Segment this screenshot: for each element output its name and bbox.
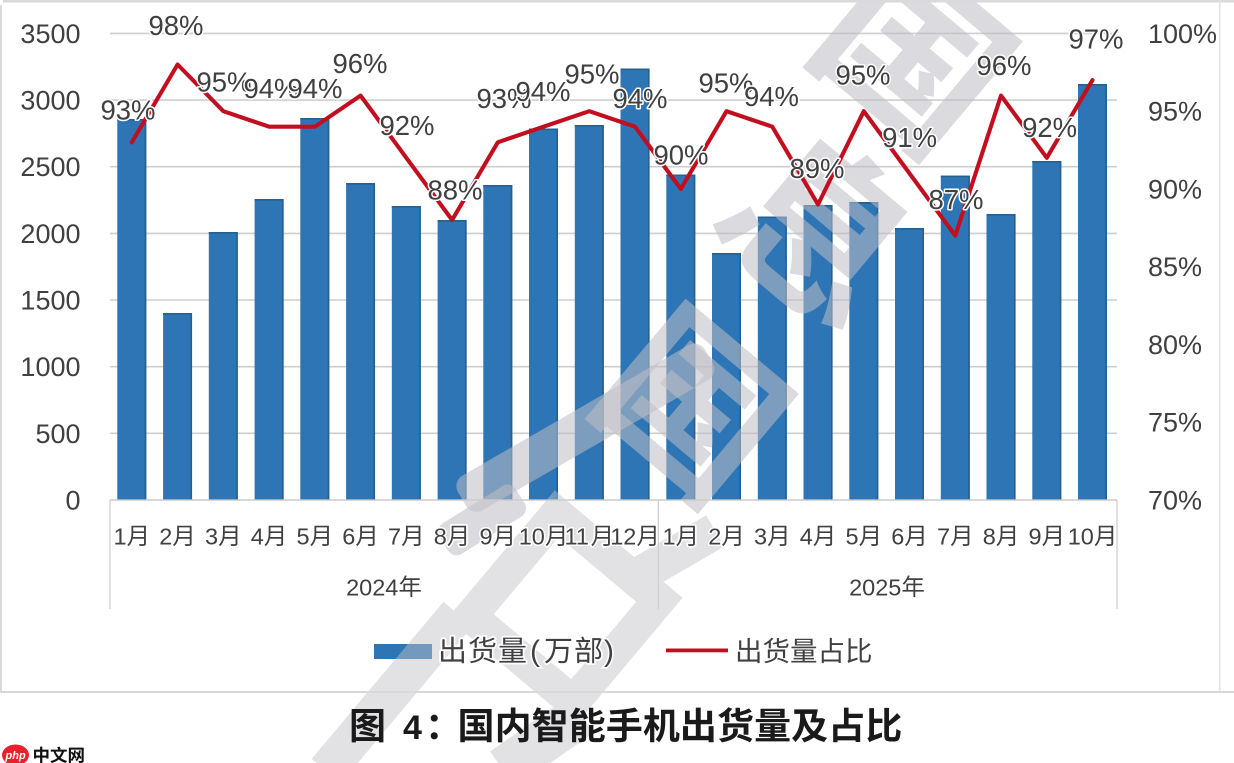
svg-text:2025: 2025 bbox=[849, 575, 901, 601]
svg-text:2500: 2500 bbox=[20, 152, 80, 182]
svg-text:93%: 93% bbox=[100, 94, 155, 125]
svg-text:75%: 75% bbox=[1148, 408, 1202, 438]
svg-text:11: 11 bbox=[565, 524, 589, 550]
svg-text:97%: 97% bbox=[1068, 24, 1123, 55]
svg-text:80%: 80% bbox=[1148, 330, 1202, 360]
svg-text:12: 12 bbox=[610, 524, 636, 550]
svg-text:7: 7 bbox=[937, 524, 950, 550]
svg-text:87%: 87% bbox=[928, 184, 983, 215]
svg-text:98%: 98% bbox=[148, 10, 203, 41]
svg-text:4: 4 bbox=[251, 524, 264, 550]
svg-text:95%: 95% bbox=[698, 67, 753, 98]
svg-text:3: 3 bbox=[205, 524, 218, 550]
svg-text:96%: 96% bbox=[976, 50, 1031, 81]
svg-text:5: 5 bbox=[297, 524, 310, 550]
svg-text:1500: 1500 bbox=[20, 286, 80, 316]
svg-text:4: 4 bbox=[800, 524, 813, 550]
svg-text:92%: 92% bbox=[379, 110, 434, 141]
svg-text:94%: 94% bbox=[612, 83, 667, 114]
svg-text:7: 7 bbox=[388, 524, 401, 550]
svg-text:3: 3 bbox=[754, 524, 767, 550]
svg-text:70%: 70% bbox=[1148, 486, 1202, 516]
svg-text:2: 2 bbox=[708, 524, 721, 550]
svg-text:2: 2 bbox=[159, 524, 172, 550]
svg-text:500: 500 bbox=[35, 419, 80, 449]
svg-text:89%: 89% bbox=[789, 153, 844, 184]
svg-text:8: 8 bbox=[983, 524, 996, 550]
svg-text:8: 8 bbox=[434, 524, 447, 550]
svg-text:1: 1 bbox=[114, 524, 127, 550]
svg-text:3000: 3000 bbox=[20, 86, 80, 116]
svg-text:10: 10 bbox=[1068, 524, 1094, 550]
svg-text:94%: 94% bbox=[744, 81, 799, 112]
svg-text:1000: 1000 bbox=[20, 352, 80, 382]
svg-text:100%: 100% bbox=[1148, 19, 1217, 49]
svg-text:php: php bbox=[5, 750, 26, 762]
svg-text:9: 9 bbox=[1029, 524, 1042, 550]
svg-text:85%: 85% bbox=[1148, 252, 1202, 282]
svg-text:5: 5 bbox=[846, 524, 859, 550]
svg-text:94%: 94% bbox=[515, 76, 570, 107]
svg-text:6: 6 bbox=[891, 524, 904, 550]
svg-text:95%: 95% bbox=[1148, 97, 1202, 127]
svg-text:95%: 95% bbox=[196, 66, 251, 97]
svg-text:90%: 90% bbox=[653, 139, 708, 170]
svg-text:92%: 92% bbox=[1022, 112, 1077, 143]
svg-text:95%: 95% bbox=[564, 58, 619, 89]
svg-text:4: 4 bbox=[403, 709, 422, 747]
svg-text:10: 10 bbox=[519, 524, 545, 550]
svg-text:93%: 93% bbox=[476, 83, 531, 114]
svg-text:90%: 90% bbox=[1148, 174, 1202, 204]
svg-text:0: 0 bbox=[65, 486, 80, 516]
svg-text:1: 1 bbox=[663, 524, 676, 550]
svg-text:(: ( bbox=[530, 635, 540, 668]
svg-text:96%: 96% bbox=[332, 48, 387, 79]
svg-text:91%: 91% bbox=[882, 122, 937, 153]
svg-text:94%: 94% bbox=[243, 73, 298, 104]
svg-text:9: 9 bbox=[480, 524, 493, 550]
svg-text:88%: 88% bbox=[427, 174, 482, 205]
svg-text:94%: 94% bbox=[287, 73, 342, 104]
svg-text:): ) bbox=[604, 635, 614, 668]
svg-text:2000: 2000 bbox=[20, 219, 80, 249]
svg-text:95%: 95% bbox=[835, 60, 890, 91]
svg-text:2024: 2024 bbox=[346, 575, 398, 601]
svg-text:3500: 3500 bbox=[20, 19, 80, 49]
svg-text:6: 6 bbox=[342, 524, 355, 550]
